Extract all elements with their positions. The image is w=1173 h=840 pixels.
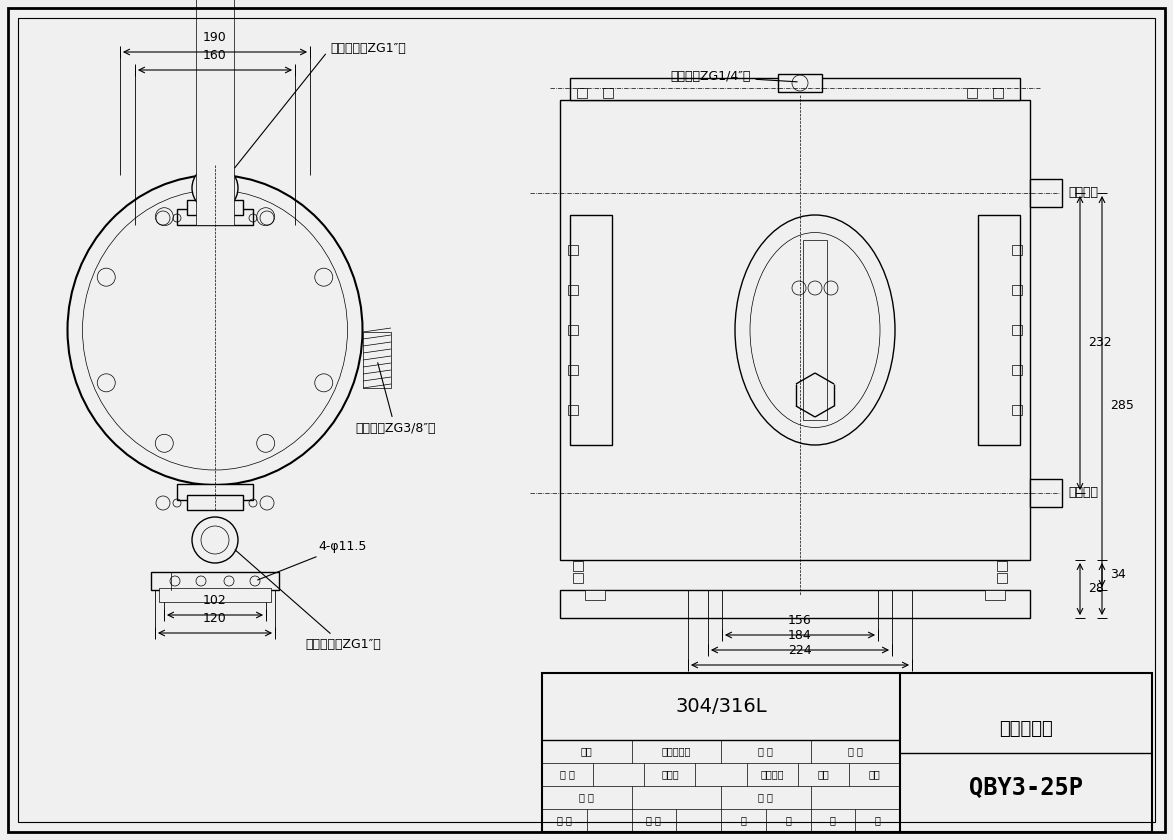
Text: 批 准: 批 准 [758,792,773,802]
Text: 120: 120 [203,612,226,625]
Bar [568,405,578,415]
Bar [577,88,586,98]
Text: 190: 190 [203,31,226,44]
Ellipse shape [68,175,362,485]
Text: 日 期: 日 期 [646,816,662,826]
Bar [1012,325,1022,335]
Bar [568,365,578,375]
Bar [994,88,1003,98]
Text: 224: 224 [788,644,812,657]
Text: 更改文件号: 更改文件号 [662,746,691,756]
Text: 消声器（ZG3/8″）: 消声器（ZG3/8″） [355,363,435,435]
Bar [560,100,1030,560]
Bar [572,573,583,583]
Text: 156: 156 [788,614,812,627]
Text: 图样标记: 图样标记 [760,769,784,780]
Bar [196,0,233,225]
Bar [160,588,271,602]
Bar [585,590,605,600]
Text: QBY3-25P: QBY3-25P [969,775,1083,800]
Bar [778,74,822,92]
Bar [1012,245,1022,255]
Text: 28: 28 [1089,582,1104,596]
Ellipse shape [735,215,895,445]
Text: 标记: 标记 [581,746,592,756]
Bar [151,572,279,590]
Bar [362,332,391,388]
Bar [177,484,253,500]
Text: 重量: 重量 [818,769,829,780]
Text: （出口）: （出口） [1067,186,1098,199]
Bar [804,240,827,420]
Text: 304/316L: 304/316L [676,697,767,716]
Text: 页: 页 [785,816,791,826]
Bar [1012,365,1022,375]
Text: 4-φ11.5: 4-φ11.5 [258,540,366,580]
Text: 34: 34 [1110,569,1126,581]
Text: 签 字: 签 字 [758,746,773,756]
Text: 审 核: 审 核 [579,792,595,802]
Bar [187,200,243,215]
Bar [997,573,1006,583]
Bar [1012,405,1022,415]
Bar [570,78,1021,100]
Bar [978,215,1021,445]
Text: 232: 232 [1089,337,1112,349]
Bar [1012,285,1022,295]
Bar [560,590,1030,618]
Bar [568,285,578,295]
Text: 标准化: 标准化 [662,769,679,780]
Circle shape [192,165,238,211]
Bar [568,325,578,335]
Bar [603,88,613,98]
Bar [542,673,1152,832]
Bar [985,590,1005,600]
Text: 184: 184 [788,629,812,642]
Text: 102: 102 [203,594,226,607]
Bar [572,561,583,571]
Bar [177,209,253,225]
Bar [187,495,243,510]
Text: 共: 共 [740,816,746,826]
Text: 进气口（ZG1/4″）: 进气口（ZG1/4″） [670,70,798,83]
Text: 工 艺: 工 艺 [557,816,571,826]
Text: 285: 285 [1110,399,1134,412]
Text: （进口）: （进口） [1067,486,1098,500]
Text: 物料出口（ZG1″）: 物料出口（ZG1″） [235,42,406,168]
Text: 比例: 比例 [868,769,880,780]
Text: 物料进口（ZG1″）: 物料进口（ZG1″） [235,550,381,651]
Bar [1030,179,1062,207]
Bar [967,88,977,98]
Text: 160: 160 [203,49,226,62]
Bar [568,245,578,255]
Bar [1030,479,1062,507]
Text: 页: 页 [875,816,881,826]
Circle shape [192,517,238,563]
Text: 第: 第 [830,816,836,826]
Text: 设 计: 设 计 [561,769,575,780]
Bar [570,215,612,445]
Text: 日 期: 日 期 [848,746,862,756]
Bar [997,561,1006,571]
Text: 安装尺寸图: 安装尺寸图 [999,720,1053,738]
